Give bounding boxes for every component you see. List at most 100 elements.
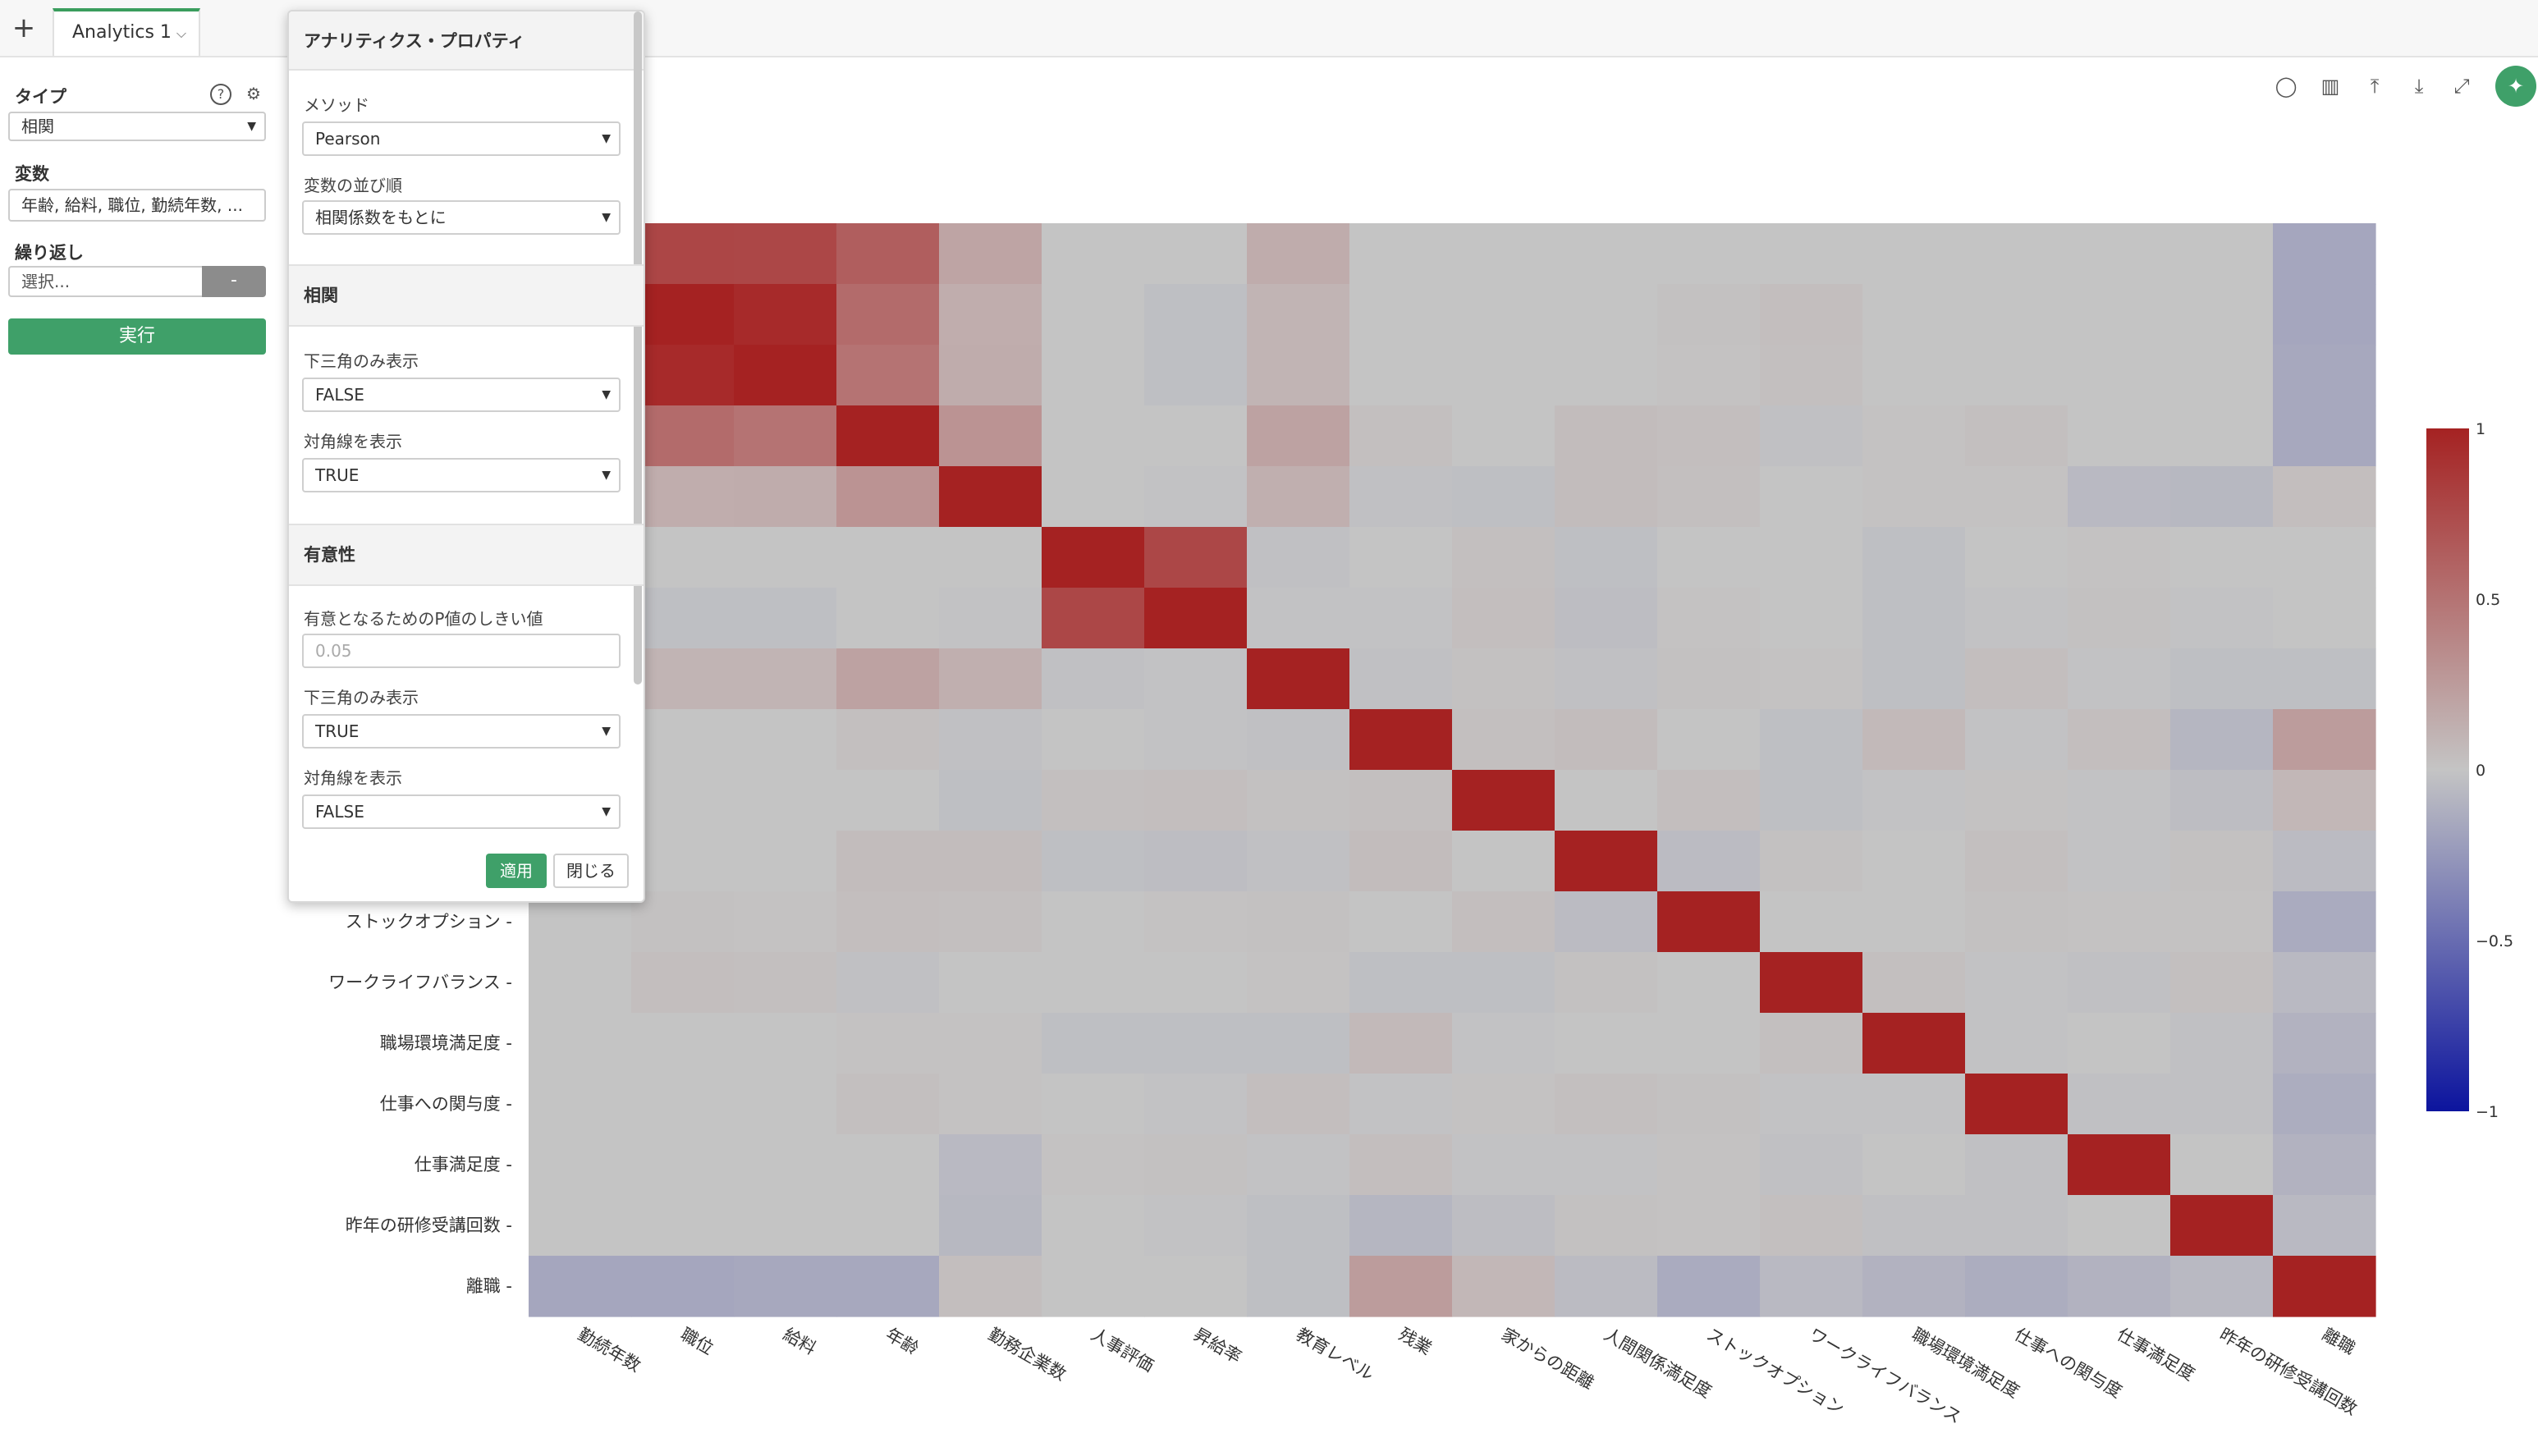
heatmap-cell xyxy=(1144,405,1248,467)
heatmap-cell xyxy=(1862,527,1966,588)
heatmap-cell xyxy=(1657,1013,1761,1074)
heatmap-cell xyxy=(2170,345,2274,406)
sig-lower-select[interactable]: TRUE ▼ xyxy=(302,714,621,749)
heatmap-cell xyxy=(1247,284,1350,346)
apply-button[interactable]: 適用 xyxy=(486,854,547,888)
analytics-properties-popup: アナリティクス・プロパティ メソッド Pearson ▼ 変数の並び順 相関係数… xyxy=(287,10,645,903)
download-icon[interactable]: ⤓ xyxy=(2414,75,2424,98)
heatmap-cell xyxy=(1862,770,1966,831)
heatmap-cell xyxy=(1760,527,1863,588)
heatmap-cell xyxy=(1247,1134,1350,1196)
heatmap-cell xyxy=(1555,831,1658,892)
heatmap-cell xyxy=(1862,891,1966,953)
heatmap-cell xyxy=(1555,527,1658,588)
sig-diag-label: 対角線を表示 xyxy=(304,768,402,788)
heatmap-cell xyxy=(836,284,940,346)
repeat-select[interactable]: 選択... xyxy=(8,266,202,297)
heatmap-cell xyxy=(2273,1195,2376,1257)
add-tab-button[interactable]: + xyxy=(11,11,36,44)
heatmap-cell xyxy=(1760,1256,1863,1317)
heatmap-cell xyxy=(2273,770,2376,831)
repeat-control: 選択... - xyxy=(8,266,266,297)
pin-icon[interactable]: ✦ xyxy=(2495,66,2536,107)
heatmap-cell xyxy=(1247,588,1350,649)
heatmap-cell xyxy=(734,831,837,892)
comment-icon[interactable]: ◯ xyxy=(2275,75,2297,98)
heatmap-cell xyxy=(1247,952,1350,1014)
colorbar-tick-label: 0 xyxy=(2476,762,2485,780)
heatmap-cell xyxy=(939,648,1042,710)
heatmap-cell xyxy=(734,1013,837,1074)
heatmap-cell xyxy=(939,1256,1042,1317)
heatmap-cell xyxy=(2273,223,2376,285)
repeat-remove-button[interactable]: - xyxy=(202,266,266,297)
column-label: 勤続年数 xyxy=(575,1325,644,1376)
heatmap-cell xyxy=(1452,1134,1555,1196)
heatmap-cell xyxy=(631,527,735,588)
heatmap-cell xyxy=(1760,770,1863,831)
sig-lower-value: TRUE xyxy=(315,721,360,741)
corr-lower-select[interactable]: FALSE ▼ xyxy=(302,378,621,412)
run-button[interactable]: 実行 xyxy=(8,318,266,355)
variables-field[interactable]: 年齢, 給料, 職位, 勤続年数, ... xyxy=(8,189,266,222)
heatmap-cell xyxy=(2068,588,2171,649)
heatmap-cell xyxy=(2170,1256,2274,1317)
close-button[interactable]: 閉じる xyxy=(553,854,629,888)
expand-icon[interactable]: ⤢ xyxy=(2453,75,2470,98)
chevron-down-icon[interactable]: ⌵ xyxy=(176,25,187,41)
heatmap-cell xyxy=(1144,527,1248,588)
help-icon[interactable]: ? xyxy=(210,84,231,105)
heatmap-cell xyxy=(1144,709,1248,771)
sig-p-label: 有意となるためのP値のしきい値 xyxy=(304,609,543,629)
caret-down-icon: ▼ xyxy=(247,120,256,133)
heatmap-cell xyxy=(1555,1195,1658,1257)
heatmap-cell xyxy=(1452,1256,1555,1317)
heatmap-cell xyxy=(1042,831,1145,892)
sig-p-input[interactable]: 0.05 xyxy=(302,634,621,668)
heatmap-cell xyxy=(631,770,735,831)
heatmap-cell xyxy=(1452,1074,1555,1135)
heatmap-cell xyxy=(1042,345,1145,406)
heatmap-cell xyxy=(1349,588,1453,649)
heatmap-cell xyxy=(2273,405,2376,467)
correlation-section-header: 相関 xyxy=(289,264,644,327)
variables-label: 変数 xyxy=(15,164,49,184)
heatmap-cell xyxy=(2170,1195,2274,1257)
heatmap-cell xyxy=(631,588,735,649)
heatmap-cell xyxy=(2068,1195,2171,1257)
corr-diag-select[interactable]: TRUE ▼ xyxy=(302,458,621,492)
heatmap-cell xyxy=(1965,1256,2068,1317)
heatmap-cell xyxy=(1657,709,1761,771)
heatmap-cell xyxy=(1247,1256,1350,1317)
heatmap-cell xyxy=(529,952,632,1014)
heatmap-cell xyxy=(1760,588,1863,649)
heatmap-cell xyxy=(1965,770,2068,831)
sig-diag-value: FALSE xyxy=(315,802,364,822)
colorbar-tick-label: −1 xyxy=(2476,1103,2499,1121)
caret-down-icon: ▼ xyxy=(602,211,611,224)
type-label: タイプ xyxy=(15,87,66,107)
heatmap-cell xyxy=(1965,648,2068,710)
order-label: 変数の並び順 xyxy=(304,176,402,195)
corr-lower-value: FALSE xyxy=(315,385,364,405)
heatmap-cell xyxy=(1247,527,1350,588)
heatmap-cell xyxy=(2273,1256,2376,1317)
analytics-sidebar: タイプ ? ⚙ 相関 ▼ 変数 年齢, 給料, 職位, 勤続年数, ... 繰り… xyxy=(0,57,279,1456)
heatmap-cell xyxy=(1247,223,1350,285)
heatmap-cell xyxy=(2170,831,2274,892)
bar-chart-icon[interactable]: ▥ xyxy=(2320,75,2340,98)
heatmap-cell xyxy=(1555,891,1658,953)
type-select[interactable]: 相関 ▼ xyxy=(8,112,266,141)
column-label: 仕事満足度 xyxy=(2114,1325,2198,1385)
popup-scrollbar[interactable] xyxy=(634,11,642,685)
upload-icon[interactable]: ⤒ xyxy=(2370,75,2380,98)
method-select[interactable]: Pearson ▼ xyxy=(302,121,621,156)
sig-diag-select[interactable]: FALSE ▼ xyxy=(302,794,621,829)
heatmap-cell xyxy=(1452,527,1555,588)
order-select[interactable]: 相関係数をもとに ▼ xyxy=(302,200,621,235)
heatmap-cell xyxy=(631,831,735,892)
gear-icon[interactable]: ⚙ xyxy=(246,84,261,103)
tab-analytics-1[interactable]: Analytics 1 ⌵ xyxy=(53,8,200,56)
heatmap-cell xyxy=(631,466,735,528)
heatmap-cell xyxy=(1965,588,2068,649)
